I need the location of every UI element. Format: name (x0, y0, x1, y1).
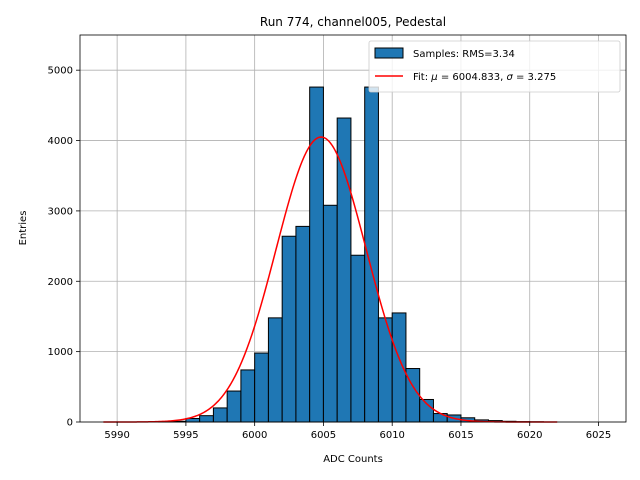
y-tick-label: 1000 (48, 347, 73, 358)
x-tick-label: 6025 (586, 430, 611, 441)
sigma-symbol: σ (506, 72, 513, 83)
histogram-bar (226, 390, 242, 423)
chart-title: Run 774, channel005, Pedestal (260, 15, 446, 29)
histogram-bar (267, 317, 283, 423)
histogram-bar (350, 254, 366, 423)
legend-label-fit: Fit: μ = 6004.833, σ = 3.275 (413, 72, 556, 83)
fit-curve-layer (103, 136, 558, 423)
histogram-bar (199, 415, 214, 423)
histogram-bar (295, 225, 311, 423)
x-tick-label: 6010 (379, 430, 404, 441)
histogram-bar (391, 312, 407, 423)
histogram-bar (254, 352, 269, 423)
x-ticks: 5990 5995 6000 6005 6010 6015 6020 6025 (104, 422, 611, 441)
x-tick-label: 6020 (517, 430, 542, 441)
legend: Samples: RMS=3.34 Fit: μ = 6004.833, σ =… (368, 40, 621, 93)
histogram-bar (212, 407, 228, 423)
x-tick-label: 6000 (242, 430, 267, 441)
histogram-bar (336, 117, 352, 423)
histogram-bar (240, 369, 256, 423)
x-tick-label: 6015 (448, 430, 473, 441)
histogram-bar (364, 86, 379, 423)
y-tick-label: 4000 (48, 136, 73, 147)
legend-swatch-samples (374, 47, 404, 59)
y-tick-label: 0 (67, 418, 73, 429)
y-tick-label: 2000 (48, 277, 73, 288)
y-axis-label: Entries (18, 211, 29, 246)
histogram-bar (281, 235, 297, 423)
sigma-value: = 3.275 (513, 72, 556, 83)
mu-value: = 6004.833, (438, 72, 507, 83)
legend-label-samples: Samples: RMS=3.34 (413, 49, 515, 60)
gaussian-fit-line (103, 136, 558, 423)
plot-frame (79, 34, 627, 423)
y-ticks: 0 1000 2000 3000 4000 5000 (48, 66, 80, 429)
mu-symbol: μ (430, 72, 437, 83)
y-tick-label: 5000 (48, 66, 73, 77)
fit-label-prefix: Fit: (413, 72, 431, 83)
x-axis-label: ADC Counts (323, 454, 383, 465)
y-tick-label: 3000 (48, 206, 73, 217)
legend-box (368, 40, 621, 93)
x-tick-label: 6005 (311, 430, 336, 441)
histogram-bar (322, 204, 338, 423)
x-tick-label: 5995 (173, 430, 198, 441)
histogram-bars (157, 86, 544, 423)
x-tick-label: 5990 (104, 430, 129, 441)
